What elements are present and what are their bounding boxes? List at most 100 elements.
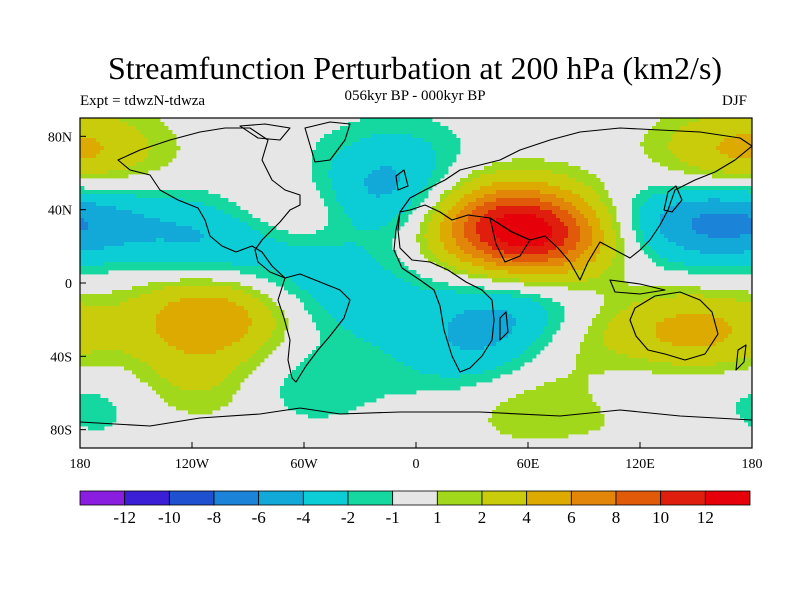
field-cell <box>676 142 681 147</box>
field-cell <box>556 230 561 235</box>
field-cell <box>496 262 501 267</box>
field-cell <box>340 162 345 167</box>
field-cell <box>328 246 333 251</box>
field-cell <box>120 218 125 223</box>
field-cell <box>416 174 421 179</box>
field-cell <box>88 258 93 263</box>
field-cell <box>304 250 309 255</box>
field-cell <box>348 218 353 223</box>
field-cell <box>312 258 317 263</box>
field-cell <box>720 226 725 231</box>
field-cell <box>516 166 521 171</box>
field-cell <box>516 258 521 263</box>
field-cell <box>484 254 489 259</box>
field-cell <box>500 250 505 255</box>
field-cell <box>104 242 109 247</box>
field-cell <box>584 270 589 275</box>
field-cell <box>588 214 593 219</box>
field-cell <box>648 150 653 155</box>
field-cell <box>552 282 557 287</box>
field-cell <box>124 134 129 139</box>
field-cell <box>732 218 737 223</box>
field-cell <box>160 242 165 247</box>
field-cell <box>424 194 429 199</box>
field-cell <box>552 278 557 283</box>
field-cell <box>124 122 129 127</box>
field-cell <box>748 214 752 219</box>
field-cell <box>688 226 693 231</box>
field-cell <box>488 202 493 207</box>
field-cell <box>340 250 345 255</box>
field-cell <box>488 182 493 187</box>
field-cell <box>500 206 505 211</box>
field-cell <box>476 226 481 231</box>
field-cell <box>488 206 493 211</box>
field-cell <box>724 206 729 211</box>
field-cell <box>512 234 517 239</box>
field-cell <box>256 266 261 271</box>
field-cell <box>724 258 729 263</box>
field-cell <box>344 258 349 263</box>
field-cell <box>736 238 741 243</box>
field-cell <box>672 154 677 159</box>
field-cell <box>108 262 113 267</box>
field-cell <box>596 246 601 251</box>
field-cell <box>348 266 353 271</box>
field-cell <box>684 210 689 215</box>
field-cell <box>352 182 357 187</box>
field-cell <box>136 142 141 147</box>
field-cell <box>80 186 85 191</box>
field-cell <box>332 170 337 175</box>
field-cell <box>648 222 653 227</box>
field-cell <box>372 162 377 167</box>
field-cell <box>532 194 537 199</box>
field-cell <box>524 178 529 183</box>
field-cell <box>148 206 153 211</box>
field-cell <box>736 186 741 191</box>
field-cell <box>504 262 509 267</box>
field-cell <box>444 134 449 139</box>
field-cell <box>456 262 461 267</box>
field-cell <box>432 138 437 143</box>
field-cell <box>716 198 721 203</box>
field-cell <box>712 174 717 179</box>
field-cell <box>156 286 161 291</box>
field-cell <box>460 270 465 275</box>
field-cell <box>468 234 473 239</box>
field-cell <box>728 190 733 195</box>
field-cell <box>708 230 713 235</box>
field-cell <box>288 258 293 263</box>
field-cell <box>560 174 565 179</box>
field-cell <box>548 246 553 251</box>
field-cell <box>456 214 461 219</box>
field-cell <box>184 238 189 243</box>
field-cell <box>596 198 601 203</box>
field-cell <box>132 130 137 135</box>
field-cell <box>512 166 517 171</box>
field-cell <box>552 238 557 243</box>
field-cell <box>572 194 577 199</box>
field-cell <box>692 246 697 251</box>
field-cell <box>420 166 425 171</box>
field-cell <box>404 150 409 155</box>
field-cell <box>524 182 529 187</box>
field-cell <box>376 182 381 187</box>
field-cell <box>368 154 373 159</box>
field-cell <box>544 274 549 279</box>
field-cell <box>496 250 501 255</box>
field-cell <box>84 130 89 135</box>
field-cell <box>396 142 401 147</box>
field-cell <box>656 250 661 255</box>
field-cell <box>676 166 681 171</box>
field-cell <box>700 138 705 143</box>
field-cell <box>548 266 553 271</box>
field-cell <box>216 254 221 259</box>
field-cell <box>660 130 665 135</box>
field-cell <box>396 178 401 183</box>
field-cell <box>648 286 653 291</box>
field-cell <box>468 194 473 199</box>
field-cell <box>416 234 421 239</box>
field-cell <box>492 170 497 175</box>
field-cell <box>716 130 721 135</box>
field-cell <box>116 290 121 295</box>
